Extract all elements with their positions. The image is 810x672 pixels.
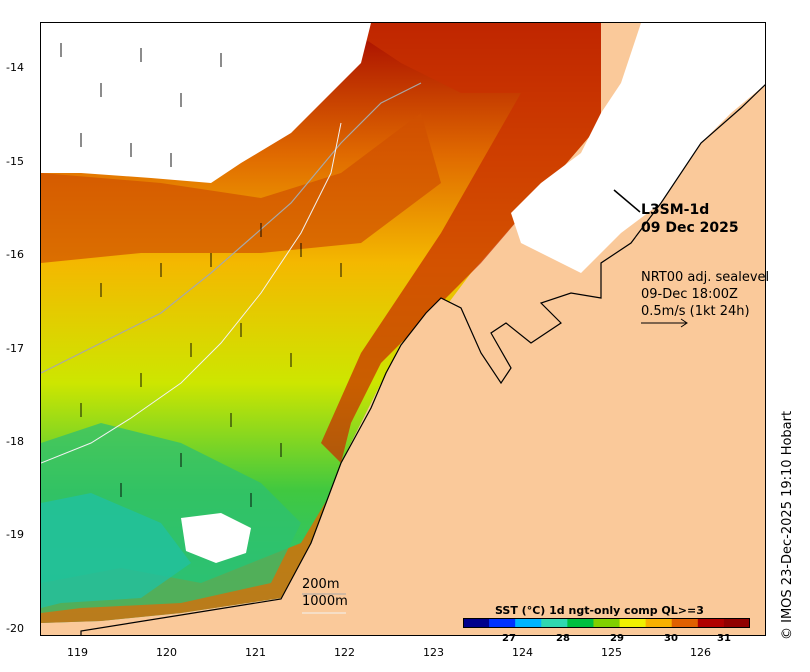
colorbar-tick-label: 27 (502, 633, 516, 644)
current-model-info: NRT00 adj. sealevel 09-Dec 18:00Z 0.5m/s… (641, 269, 769, 320)
north-warm-band (41, 113, 441, 263)
colorbar-segment (723, 618, 750, 628)
product-label: L3SM-1d 09 Dec 2025 (641, 201, 739, 237)
lon-tick-label: 119 (67, 646, 88, 659)
colorbar (463, 618, 750, 628)
colorbar-segment (619, 618, 647, 628)
cool-core (41, 493, 191, 608)
lat-tick-label: -20 (6, 622, 24, 635)
colorbar-title: SST (°C) 1d ngt-only comp QL>=3 (495, 604, 704, 617)
map-frame (40, 22, 766, 636)
colorbar-segment (489, 618, 516, 628)
colorbar-segment (697, 618, 725, 628)
isobath-legend-lines (302, 593, 346, 614)
isobath-200m-label: 200m (302, 577, 340, 592)
colorbar-tick-label: 29 (610, 633, 624, 644)
model-scale: 0.5m/s (1kt 24h) (641, 304, 750, 319)
product-date: 09 Dec 2025 (641, 220, 739, 236)
product-pointer (613, 189, 641, 213)
land-mass (80, 84, 765, 635)
warm-coastal-band (321, 23, 601, 463)
lat-tick-label: -18 (6, 435, 24, 448)
credit-text: © IMOS 23-Dec-2025 19:10 Hobart (780, 410, 795, 640)
colorbar-border (463, 618, 750, 628)
lon-tick-label: 126 (690, 646, 711, 659)
cloud-mask-south (181, 513, 251, 563)
isobath-1000m-label: 1000m (302, 594, 348, 609)
colorbar-segment (541, 618, 568, 628)
isobath-200m (41, 82, 422, 374)
lon-tick-label: 123 (423, 646, 444, 659)
model-name: NRT00 adj. sealevel (641, 270, 770, 285)
current-vectors (60, 43, 688, 507)
lat-tick-label: -16 (6, 248, 24, 261)
model-time: 09-Dec 18:00Z (641, 287, 738, 302)
colorbar-segment (645, 618, 673, 628)
lon-tick-label: 121 (245, 646, 266, 659)
colorbar-segment (671, 618, 699, 628)
sst-map (41, 23, 765, 635)
lat-tick-label: -17 (6, 342, 24, 355)
lon-tick-label: 124 (512, 646, 533, 659)
colorbar-tick-label: 31 (717, 633, 731, 644)
colorbar-segment (515, 618, 542, 628)
lon-tick-label: 120 (156, 646, 177, 659)
colorbar-segment (593, 618, 621, 628)
colorbar-tick-label: 30 (664, 633, 678, 644)
isobath-1000m (41, 122, 342, 464)
colorbar-segment (567, 618, 594, 628)
lat-tick-label: -14 (6, 61, 24, 74)
product-name: L3SM-1d (641, 202, 710, 218)
cloud-mask-north (41, 23, 371, 183)
lat-tick-label: -19 (6, 528, 24, 541)
colorbar-tick-label: 28 (556, 633, 570, 644)
lon-tick-label: 125 (601, 646, 622, 659)
lat-tick-label: -15 (6, 155, 24, 168)
cloud-mask-northeast (511, 23, 765, 273)
lon-tick-label: 122 (334, 646, 355, 659)
colorbar-segment (463, 618, 490, 628)
